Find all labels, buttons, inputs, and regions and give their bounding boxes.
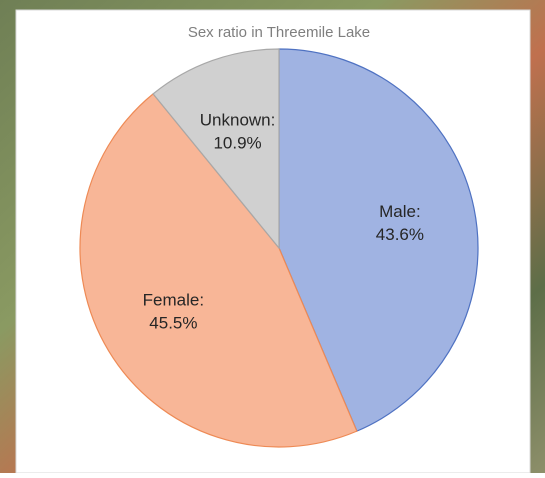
pie: Male: 43.6% Female: 45.5% Unknown: 10.9% xyxy=(79,48,479,448)
data-label-value: 45.5% xyxy=(149,313,197,332)
data-label-category: Male: xyxy=(379,202,421,221)
data-label-value: 10.9% xyxy=(213,133,261,152)
data-label-value: 43.6% xyxy=(376,225,424,244)
data-label-category: Unknown: xyxy=(200,110,276,129)
pie-slice xyxy=(278,48,479,432)
chart-title: Sex ratio in Threemile Lake xyxy=(188,24,370,41)
data-label-category: Female: xyxy=(143,290,204,309)
pie-slice xyxy=(79,93,358,448)
pie-slice xyxy=(152,48,280,250)
